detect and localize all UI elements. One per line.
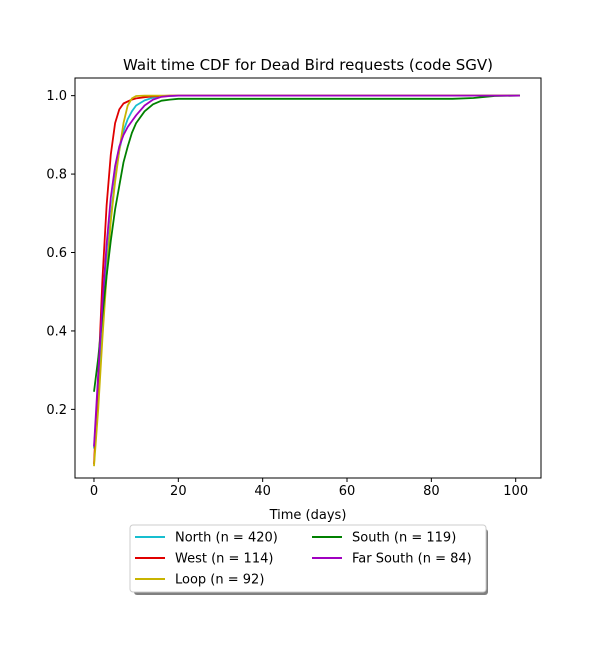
plot-area-frame [74, 77, 542, 479]
y-tick-label: 0.2 [46, 403, 67, 418]
y-tick-label: 1.0 [46, 89, 67, 104]
series-line-south [93, 94, 520, 392]
y-tick-label: 0.4 [46, 324, 67, 339]
series-line-west [93, 94, 520, 465]
series-layer [93, 94, 520, 467]
x-tick-label: 60 [339, 484, 356, 499]
legend-label-south: South (n = 119) [352, 531, 456, 546]
x-tick-label: 80 [423, 484, 440, 499]
x-tick-label: 0 [90, 484, 98, 499]
y-tick-label: 0.8 [46, 168, 67, 183]
legend-items: North (n = 420) West (n = 114) Loop (n = 9… [135, 531, 472, 588]
x-axis: 0 20 40 60 80 100 [90, 478, 528, 499]
legend-label-north: North (n = 420) [175, 531, 278, 546]
y-axis: 0.2 0.4 0.6 0.8 1.0 [46, 89, 75, 418]
y-tick-label: 0.6 [46, 246, 67, 261]
legend-label-far-south: Far South (n = 84) [352, 552, 472, 567]
x-tick-label: 20 [170, 484, 187, 499]
legend-label-west: West (n = 114) [175, 552, 273, 567]
x-tick-label: 100 [503, 484, 528, 499]
legend-box [129, 524, 487, 593]
x-tick-label: 40 [254, 484, 271, 499]
legend-label-loop: Loop (n = 92) [175, 573, 264, 588]
chart-title: Wait time CDF for Dead Bird requests (co… [123, 56, 493, 74]
legend: North (n = 420) West (n = 114) Loop (n = 9… [129, 524, 488, 595]
series-line-north [93, 94, 520, 449]
x-axis-label: Time (days) [269, 508, 347, 523]
series-line-far-south [93, 94, 520, 447]
series-line-loop [93, 94, 520, 467]
